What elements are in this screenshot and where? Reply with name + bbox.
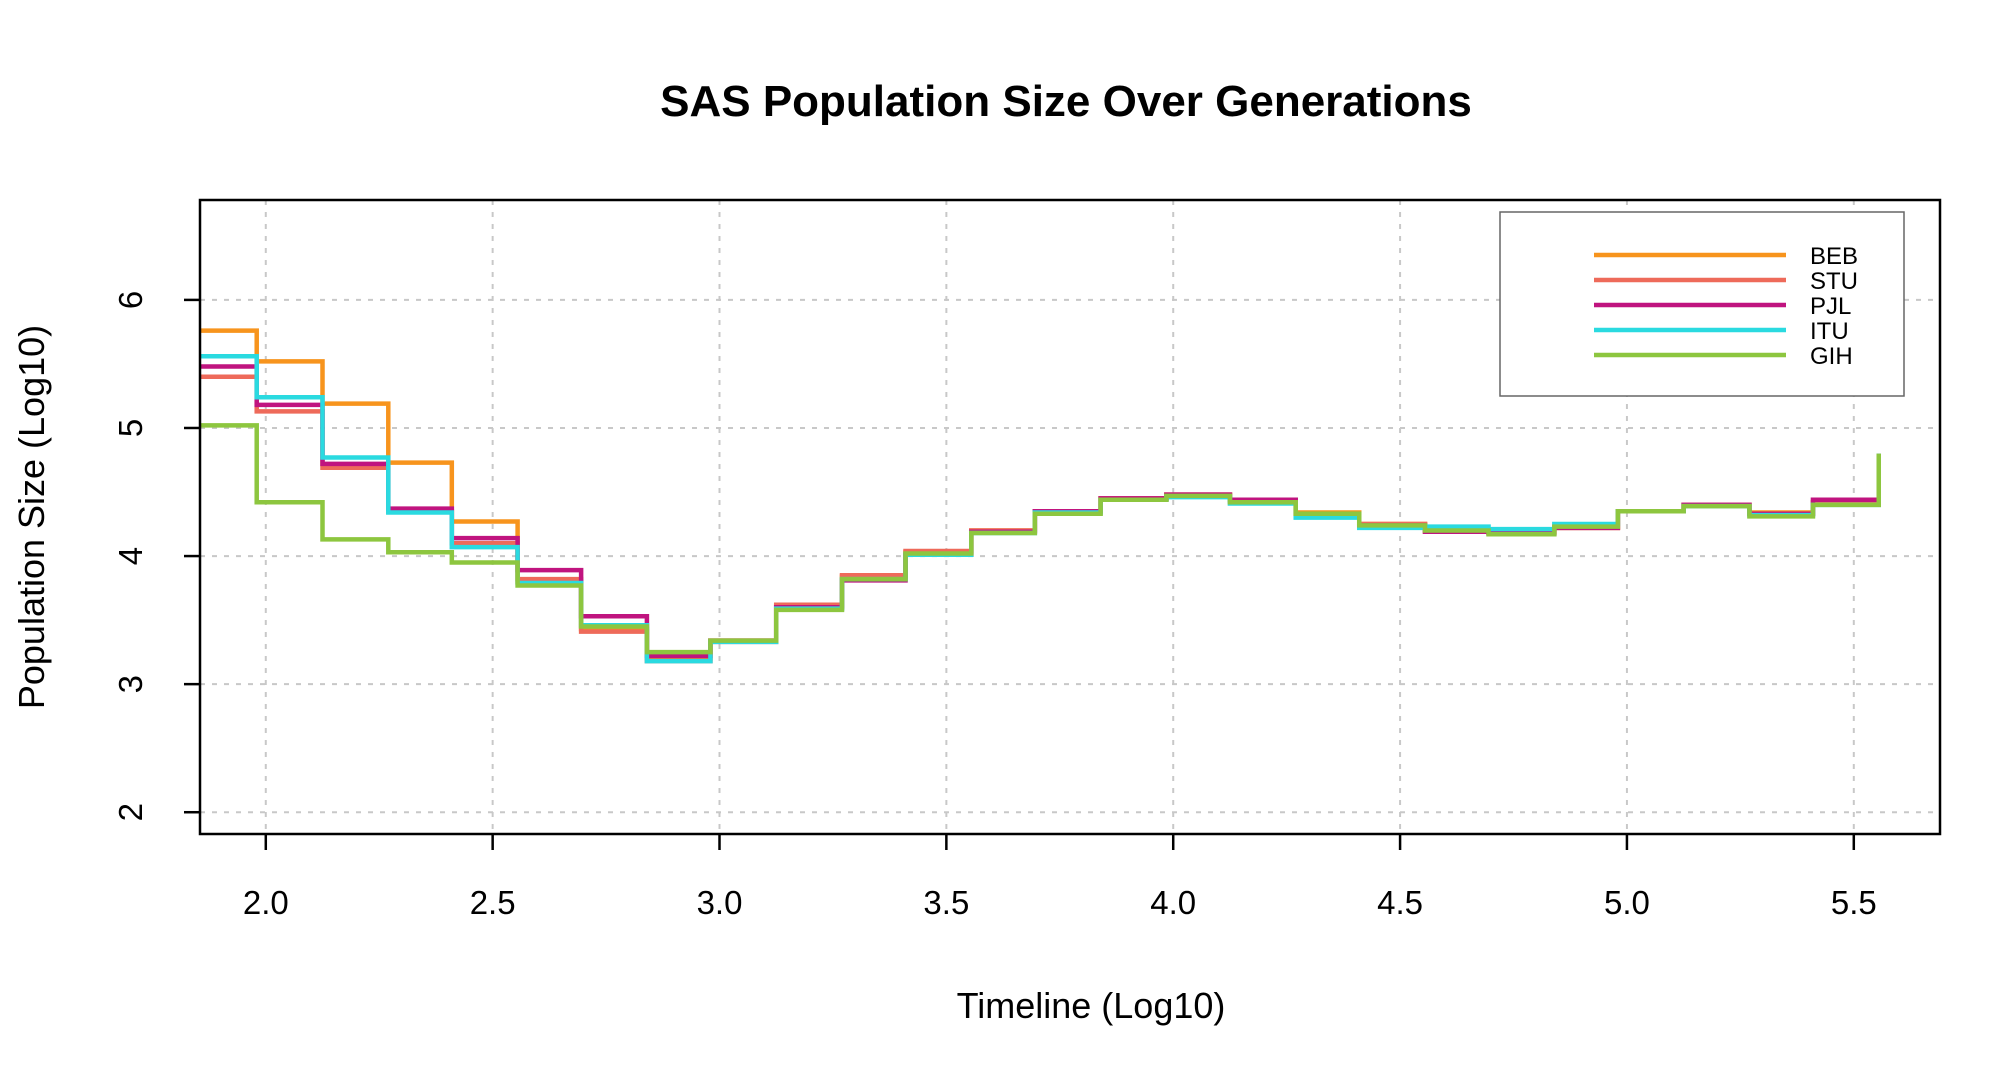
grid-lines xyxy=(200,200,1940,834)
legend-label-stu: STU xyxy=(1810,268,1858,295)
x-tick-label: 2.5 xyxy=(470,884,516,921)
plot-frame xyxy=(198,198,1942,836)
legend-label-beb: BEB xyxy=(1810,243,1858,270)
series-line-gih xyxy=(200,423,1881,655)
legend-label-itu: ITU xyxy=(1810,318,1849,345)
y-axis: 2 3 4 5 6 xyxy=(112,291,200,821)
y-tick-label: 4 xyxy=(112,547,149,565)
x-tick-label: 3.0 xyxy=(697,884,743,921)
x-tick-label: 5.5 xyxy=(1831,884,1877,921)
x-axis-label: Timeline (Log10) xyxy=(957,985,1226,1026)
x-tick-label: 4.5 xyxy=(1377,884,1423,921)
y-axis-label: Population Size (Log10) xyxy=(11,325,52,709)
y-tick-label: 5 xyxy=(112,419,149,437)
chart-title: SAS Population Size Over Generations xyxy=(660,77,1472,126)
legend-box xyxy=(1499,211,1905,397)
x-tick-label: 4.0 xyxy=(1150,884,1196,921)
plot-series xyxy=(200,328,1881,664)
legend-label-pjl: PJL xyxy=(1810,293,1851,320)
x-axis: 2.0 2.5 3.0 3.5 4.0 4.5 5.0 5.5 xyxy=(243,834,1877,921)
x-tick-label: 3.5 xyxy=(923,884,969,921)
x-tick-label: 2.0 xyxy=(243,884,289,921)
x-tick-label: 5.0 xyxy=(1604,884,1650,921)
y-tick-label: 6 xyxy=(112,291,149,309)
legend-label-gih: GIH xyxy=(1810,343,1853,370)
y-tick-label: 2 xyxy=(112,803,149,821)
y-tick-label: 3 xyxy=(112,675,149,693)
